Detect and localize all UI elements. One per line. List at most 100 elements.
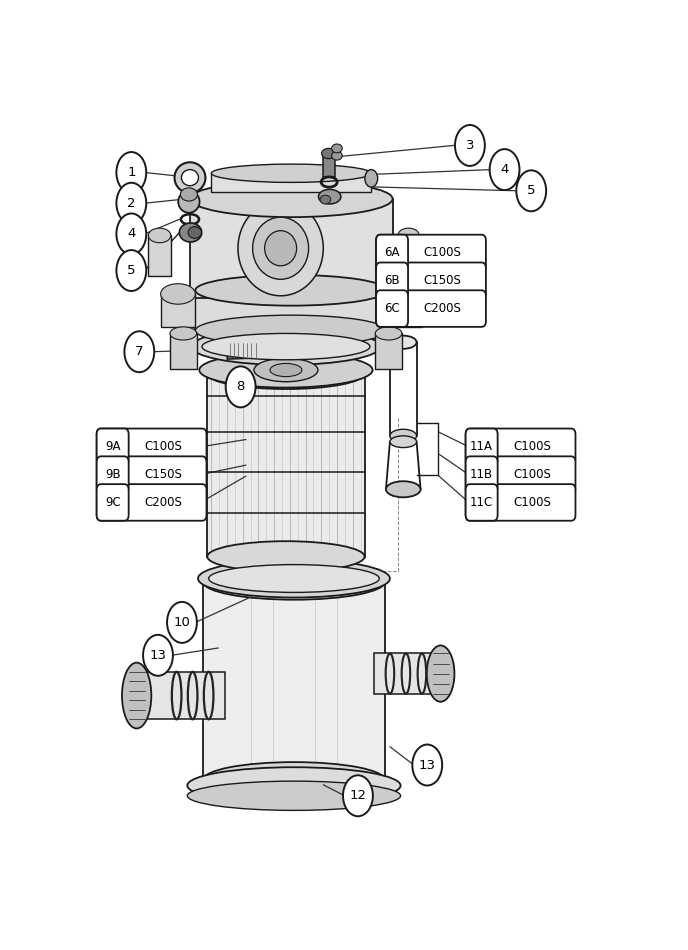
Bar: [190, 199, 393, 297]
Text: C100S: C100S: [513, 441, 551, 453]
Text: 6A: 6A: [385, 246, 400, 259]
Bar: [375, 333, 402, 369]
Text: 2: 2: [127, 197, 136, 210]
Text: 4: 4: [127, 227, 136, 240]
Ellipse shape: [190, 180, 393, 218]
Circle shape: [365, 170, 378, 187]
Text: 13: 13: [419, 758, 436, 771]
Ellipse shape: [180, 223, 202, 242]
Ellipse shape: [198, 560, 390, 598]
Text: 5: 5: [527, 184, 535, 198]
Ellipse shape: [319, 189, 341, 204]
Ellipse shape: [122, 663, 151, 729]
Ellipse shape: [398, 228, 419, 243]
FancyBboxPatch shape: [96, 484, 129, 521]
Ellipse shape: [254, 358, 318, 382]
Ellipse shape: [123, 672, 144, 719]
Bar: [207, 373, 365, 557]
Circle shape: [167, 602, 197, 643]
Text: C150S: C150S: [144, 468, 182, 481]
Ellipse shape: [178, 191, 200, 213]
Bar: [170, 333, 197, 369]
Text: C200S: C200S: [424, 302, 462, 315]
FancyBboxPatch shape: [376, 291, 486, 327]
Ellipse shape: [375, 327, 402, 340]
Bar: [149, 236, 171, 276]
Bar: [134, 672, 224, 719]
Ellipse shape: [188, 227, 202, 238]
Text: C150S: C150S: [424, 275, 462, 287]
Text: 12: 12: [350, 789, 367, 802]
Text: C100S: C100S: [424, 246, 462, 259]
Text: 10: 10: [173, 616, 191, 629]
Bar: [323, 155, 335, 177]
FancyBboxPatch shape: [466, 484, 497, 521]
Bar: [204, 582, 385, 780]
Ellipse shape: [180, 188, 197, 201]
Text: 9A: 9A: [105, 441, 120, 453]
Circle shape: [516, 170, 546, 211]
Ellipse shape: [211, 164, 372, 182]
FancyBboxPatch shape: [376, 291, 408, 327]
Bar: [161, 294, 195, 327]
Ellipse shape: [390, 335, 417, 349]
Text: 7: 7: [135, 345, 144, 358]
Ellipse shape: [204, 564, 385, 599]
FancyBboxPatch shape: [376, 262, 408, 299]
Ellipse shape: [390, 436, 417, 447]
Circle shape: [125, 332, 154, 372]
Circle shape: [116, 250, 147, 291]
Text: 11B: 11B: [470, 468, 493, 481]
Text: 11A: 11A: [470, 441, 493, 453]
Ellipse shape: [170, 327, 197, 340]
Text: 11C: 11C: [470, 496, 493, 509]
Text: 13: 13: [149, 649, 166, 662]
Ellipse shape: [187, 768, 400, 804]
Text: C100S: C100S: [513, 496, 551, 509]
Circle shape: [116, 214, 147, 255]
Ellipse shape: [207, 358, 365, 389]
Text: C100S: C100S: [144, 441, 182, 453]
Ellipse shape: [387, 284, 422, 304]
FancyBboxPatch shape: [466, 428, 575, 466]
Circle shape: [116, 152, 147, 193]
FancyBboxPatch shape: [466, 456, 497, 493]
Bar: [374, 654, 443, 694]
FancyBboxPatch shape: [96, 456, 206, 493]
FancyBboxPatch shape: [96, 456, 129, 493]
Ellipse shape: [433, 654, 454, 694]
Ellipse shape: [149, 228, 171, 243]
Ellipse shape: [195, 275, 387, 306]
Text: C100S: C100S: [513, 468, 551, 481]
FancyBboxPatch shape: [96, 428, 129, 466]
Ellipse shape: [200, 352, 373, 388]
Ellipse shape: [322, 148, 336, 159]
Ellipse shape: [320, 195, 331, 204]
Circle shape: [412, 745, 442, 786]
Ellipse shape: [204, 762, 385, 797]
Ellipse shape: [238, 200, 323, 295]
FancyBboxPatch shape: [376, 235, 486, 272]
Bar: [211, 173, 372, 192]
Ellipse shape: [332, 151, 342, 161]
Ellipse shape: [390, 429, 417, 443]
FancyBboxPatch shape: [466, 484, 575, 521]
FancyBboxPatch shape: [96, 428, 206, 466]
FancyBboxPatch shape: [466, 456, 575, 493]
Ellipse shape: [175, 162, 206, 193]
Circle shape: [455, 125, 485, 166]
Text: 9B: 9B: [105, 468, 120, 481]
Text: 3: 3: [466, 139, 474, 152]
Text: 6C: 6C: [384, 302, 400, 315]
Bar: [387, 294, 422, 327]
Circle shape: [226, 367, 255, 408]
Ellipse shape: [386, 482, 420, 497]
Ellipse shape: [191, 329, 380, 365]
Ellipse shape: [427, 645, 455, 702]
FancyBboxPatch shape: [376, 262, 486, 299]
Circle shape: [490, 149, 519, 190]
Bar: [398, 236, 419, 276]
Ellipse shape: [187, 781, 400, 810]
FancyBboxPatch shape: [96, 484, 206, 521]
Ellipse shape: [208, 564, 379, 593]
